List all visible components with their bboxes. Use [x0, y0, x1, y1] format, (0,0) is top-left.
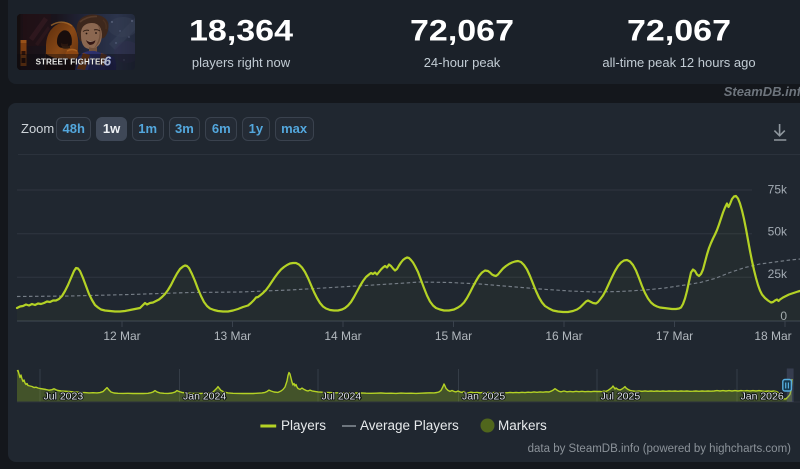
- svg-text:15 Mar: 15 Mar: [435, 329, 472, 343]
- svg-text:14 Mar: 14 Mar: [324, 329, 361, 343]
- svg-text:25k: 25k: [768, 267, 788, 281]
- svg-text:12 Mar: 12 Mar: [103, 329, 140, 343]
- svg-text:Jan 2025: Jan 2025: [462, 391, 505, 403]
- svg-text:16 Mar: 16 Mar: [545, 329, 582, 343]
- svg-text:50k: 50k: [768, 225, 788, 239]
- svg-text:Jan 2024: Jan 2024: [183, 391, 226, 403]
- svg-text:75k: 75k: [768, 183, 788, 197]
- svg-text:13 Mar: 13 Mar: [214, 329, 251, 343]
- svg-text:Jan 2026: Jan 2026: [741, 391, 784, 403]
- svg-text:Jul 2024: Jul 2024: [322, 391, 362, 403]
- svg-text:0: 0: [780, 309, 787, 323]
- svg-text:17 Mar: 17 Mar: [656, 329, 693, 343]
- svg-text:STREET FIGHTER: STREET FIGHTER: [36, 56, 107, 66]
- svg-text:6: 6: [104, 55, 112, 69]
- svg-text:18 Mar: 18 Mar: [754, 329, 791, 343]
- svg-text:Jul 2025: Jul 2025: [601, 391, 641, 403]
- svg-text:Jul 2023: Jul 2023: [44, 391, 84, 403]
